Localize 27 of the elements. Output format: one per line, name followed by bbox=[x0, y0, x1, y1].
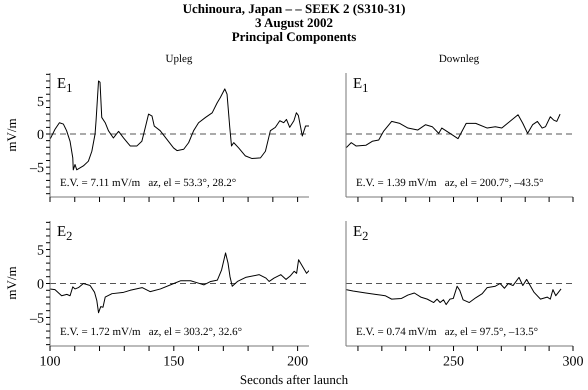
annotation: E.V. = 1.39 mV/m az, el = 200.7°, –43.5° bbox=[356, 177, 544, 189]
annotation: E.V. = 7.11 mV/m az, el = 53.3°, 28.2° bbox=[60, 177, 236, 189]
annotation: E$_{1}$ bbox=[57, 76, 72, 96]
x-tick-label: 150 bbox=[163, 354, 184, 370]
chart-subtitle: 3 August 2002 bbox=[254, 15, 334, 31]
text: Downleg bbox=[438, 53, 480, 65]
x-tick-label: 100 bbox=[40, 354, 60, 370]
y-tick-label: –5 bbox=[29, 311, 44, 326]
x-tick-label: 300 bbox=[562, 354, 584, 370]
annotation: E.V. = 0.74 mV/m az, el = 97.5°, –13.5° bbox=[356, 326, 538, 338]
chart-title: Uchinoura, Japan – – SEEK 2 (S310-31) bbox=[182, 1, 406, 17]
annotation: E$_{1}$ bbox=[353, 76, 368, 96]
y-tick-label: 0 bbox=[37, 277, 44, 292]
y-axis-title: mV/m bbox=[4, 116, 20, 154]
y-tick-label: –5 bbox=[29, 161, 44, 176]
annotation: E$_{2}$ bbox=[57, 224, 72, 244]
x-tick-label: 250 bbox=[443, 354, 464, 370]
text: Principal Components bbox=[230, 29, 358, 45]
y-tick-label: 0 bbox=[37, 128, 44, 143]
annotation: E$_{2}$ bbox=[353, 224, 368, 244]
annotation: E.V. = 1.72 mV/m az, el = 303.2°, 32.6° bbox=[60, 326, 242, 338]
x-axis-title: Seconds after launch bbox=[238, 372, 350, 388]
y-tick-label: 5 bbox=[37, 243, 44, 258]
x-tick-label: 200 bbox=[287, 354, 308, 370]
y-tick-label: 5 bbox=[37, 94, 44, 110]
text: Upleg bbox=[164, 53, 194, 65]
y-axis-title: mV/m bbox=[4, 265, 20, 302]
